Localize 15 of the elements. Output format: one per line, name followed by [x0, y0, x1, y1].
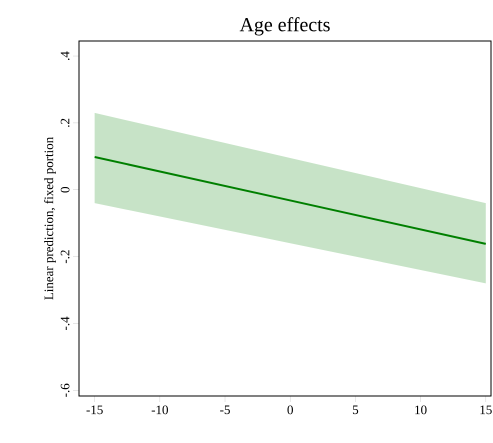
y-tick-label: .2	[60, 118, 70, 127]
x-tick-label: -10	[152, 406, 168, 414]
x-tick-label: -5	[220, 406, 230, 414]
chart-title: Age effects	[240, 17, 330, 36]
x-tick-label: 10	[415, 406, 427, 414]
y-axis-title: Linear prediction, fixed portion	[44, 137, 56, 300]
y-tick-label: -.4	[60, 316, 70, 330]
x-tick-label: 5	[352, 406, 358, 414]
y-tick-label: -.6	[60, 384, 70, 397]
x-tick-label: -15	[86, 406, 103, 414]
x-tick-label: 15	[480, 406, 492, 414]
y-tick-label: 0	[60, 187, 70, 192]
y-tick-label: .4	[60, 51, 70, 60]
x-tick-label: 0	[287, 406, 293, 414]
y-tick-label: -.2	[60, 250, 70, 264]
